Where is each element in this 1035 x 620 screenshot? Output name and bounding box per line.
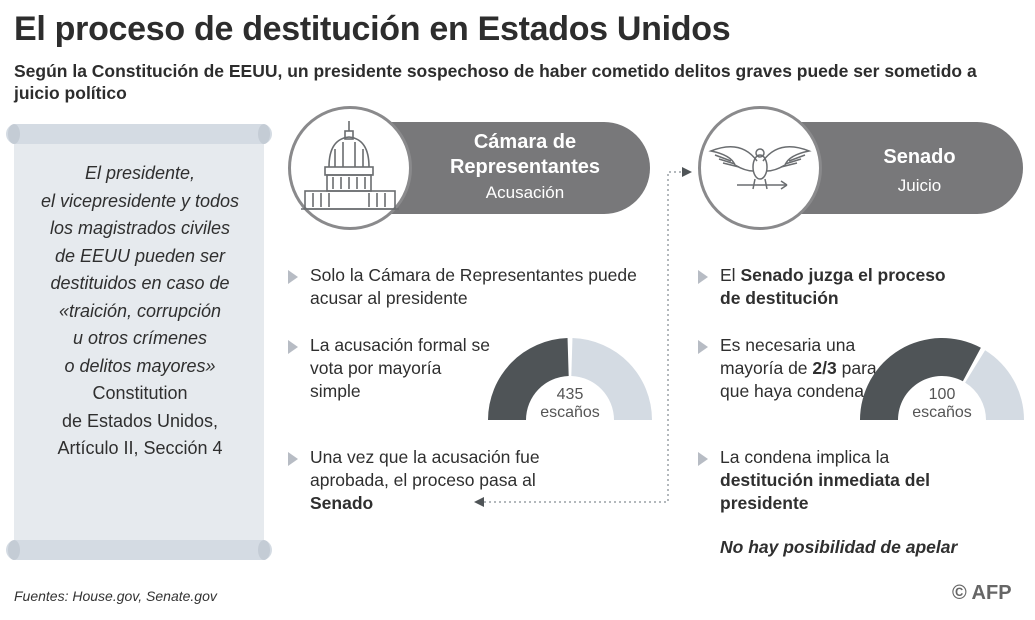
bullet-arrow-icon [288, 452, 298, 466]
quote-line: destituidos en caso de [50, 273, 230, 293]
bullet-arrow-icon [288, 270, 298, 284]
house-gauge-label: 435 escaños [520, 386, 620, 422]
capitol-icon [288, 106, 412, 230]
gauge-remaining-segment [571, 338, 652, 420]
senate-bullet-3-text: La condena implica la [720, 447, 890, 467]
quote-line: El presidente, [84, 163, 196, 183]
bullet-arrow-icon [288, 340, 298, 354]
senate-bullet-1-bold: Senado juzga el proceso de destitución [720, 265, 946, 308]
house-subtitle: Acusación [485, 183, 565, 202]
bullet-arrow-icon [698, 452, 708, 466]
citation-line: de Estados Unidos, [61, 410, 219, 431]
eagle-icon [698, 106, 822, 230]
senate-subtitle: Juicio [897, 176, 942, 195]
constitution-quote: El presidente, el vicepresidente y todos… [18, 160, 262, 463]
senate-seat-unit: escaños [912, 404, 972, 421]
senate-bullet-2-text: Es necesaria una mayoría de [720, 335, 856, 378]
quote-line: de EEUU pueden ser [54, 245, 226, 266]
senate-bullet-1-text: El [720, 265, 736, 285]
senate-bullet-3: La condena implica la destitución inmedi… [720, 446, 960, 515]
quote-line: los magistrados civiles [49, 218, 231, 238]
house-bullet-1: Solo la Cámara de Representantes puede a… [310, 265, 637, 308]
senate-seat-count: 100 [928, 386, 956, 403]
house-bullet-3-text: Una vez que la acusación fue aprobada, e… [310, 447, 540, 490]
senate-bullet-2-bold: 2/3 [812, 358, 837, 378]
senate-bullet-1: El Senado juzga el proceso de destitució… [720, 264, 950, 310]
sources-footer: Fuentes: House.gov, Senate.gov [14, 588, 217, 604]
senate-title: Senado [883, 146, 956, 168]
senate-bullet-2: Es necesaria una mayoría de 2/3 para que… [720, 334, 880, 403]
senate-gauge-label: 100 escaños [892, 386, 992, 422]
house-to-senate-connector [474, 167, 692, 507]
house-seat-count: 435 [556, 386, 584, 403]
gauge-remaining-segment [965, 350, 1024, 420]
quote-line: u otros crímenes [72, 328, 208, 348]
house-bullet-2: La acusación formal se vota por mayoría … [310, 335, 490, 401]
house-title-line1: Cámara de [473, 131, 577, 153]
senate-bullet-3-bold: destitución inmediata del presidente [720, 470, 931, 513]
page-subtitle: Según la Constitución de EEUU, un presid… [14, 61, 977, 103]
house-bullet-3-bold: Senado [310, 493, 374, 513]
bullet-arrow-icon [698, 270, 708, 284]
gauge-majority-segment [488, 338, 569, 420]
citation-line: Artículo II, Sección 4 [57, 438, 223, 458]
senate-note: No hay posibilidad de apelar [720, 537, 958, 557]
senate-bullet-2-suffix: para que haya condena [720, 358, 877, 401]
house-seats-gauge [488, 338, 652, 420]
afp-logo: © AFP [952, 582, 1012, 604]
quote-line: «traición, corrupción [58, 300, 222, 321]
house-bullet-3: Una vez que la acusación fue aprobada, e… [310, 446, 550, 515]
quote-line: el vicepresidente y todos [40, 190, 240, 211]
bullet-arrow-icon [698, 340, 708, 354]
house-title-line2: Representantes [449, 156, 601, 178]
scroll-illustration [6, 124, 272, 560]
page-title: El proceso de destitución en Estados Uni… [14, 10, 731, 48]
gauge-majority-segment [860, 337, 981, 420]
senate-seats-gauge [860, 337, 1024, 420]
citation-line: Constitution [92, 383, 188, 403]
quote-line: o delitos mayores» [64, 355, 216, 376]
house-seat-unit: escaños [540, 404, 600, 421]
